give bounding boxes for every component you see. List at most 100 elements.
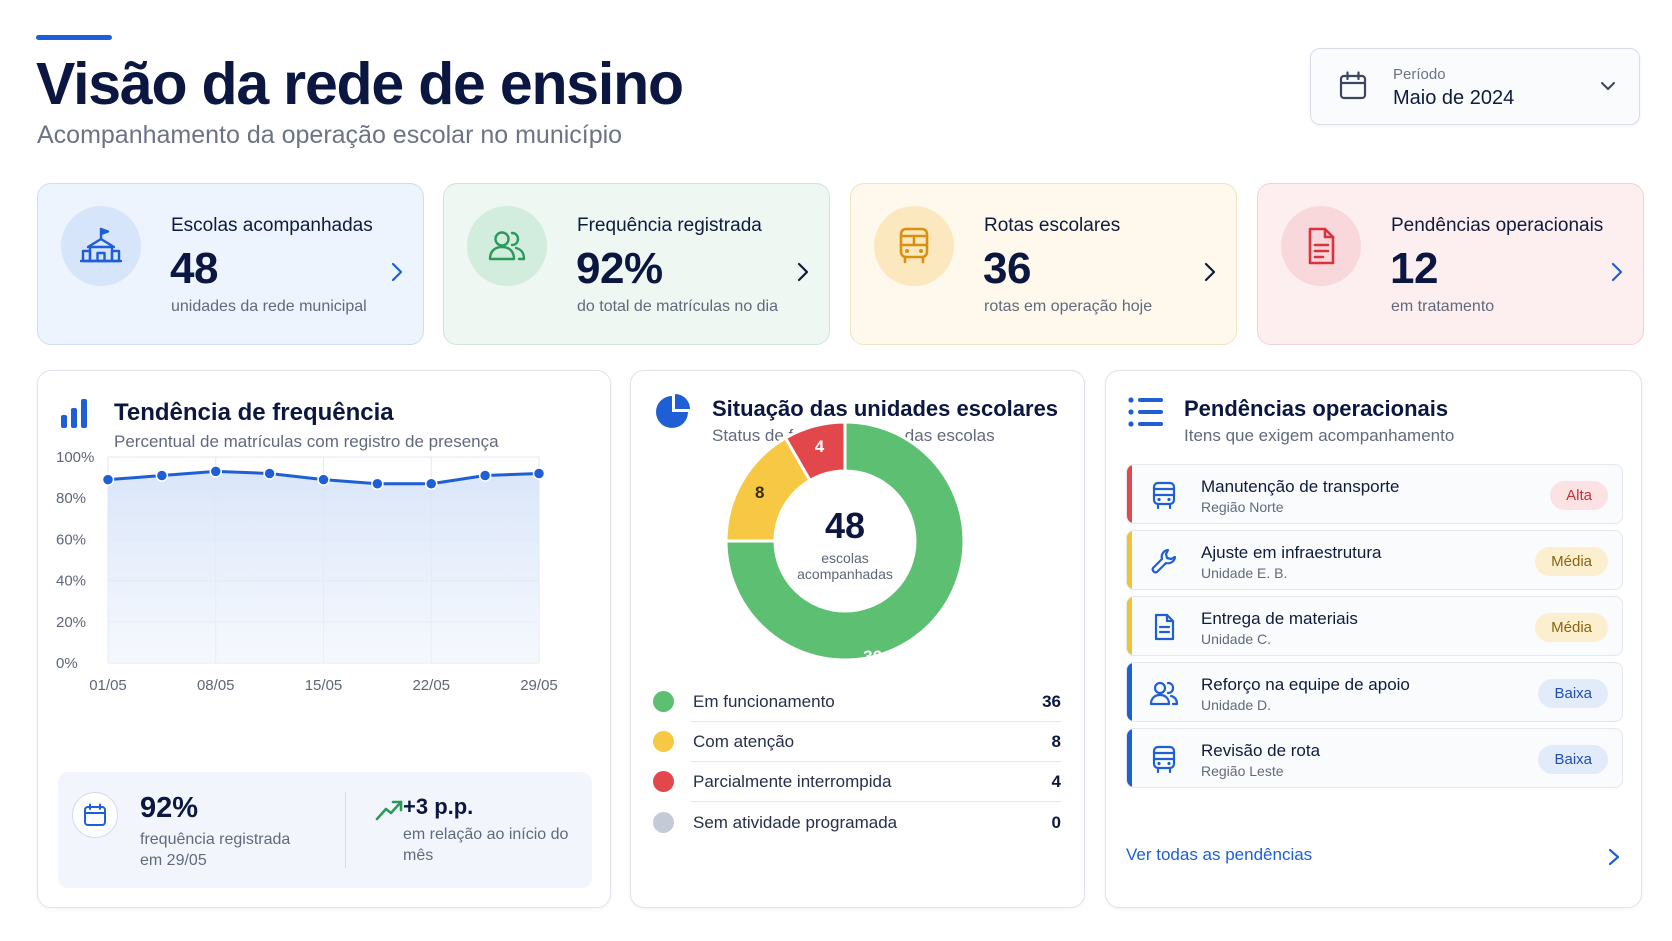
- card-subtitle: Itens que exigem acompanhamento: [1184, 426, 1455, 445]
- kpi-description: em tratamento: [1391, 298, 1495, 315]
- donut-slice: [724, 420, 966, 662]
- kpi-title: Pendências operacionais: [1391, 215, 1604, 236]
- pending-title: Ajuste em infraestrutura: [1201, 543, 1382, 562]
- attendance-line-chart: 0% 20% 40% 60% 80% 100% 01/05 08/05 15/05 22/05 29…: [56, 449, 558, 694]
- see-all-pending-link[interactable]: Ver todas as pendências: [1126, 845, 1313, 864]
- chevron-right-icon: [797, 262, 809, 282]
- card-title: Tendência de frequência: [114, 399, 394, 426]
- legend-value: 4: [1051, 772, 1061, 791]
- legend-row: Com atenção 8: [653, 721, 1061, 761]
- y-tick-label: 40%: [56, 573, 86, 590]
- x-tick-label: 01/05: [89, 677, 127, 694]
- legend-value: 8: [1051, 732, 1061, 751]
- pending-title: Manutenção de transporte: [1201, 477, 1400, 496]
- wrench-icon: [1151, 548, 1177, 574]
- pie-chart-icon: [656, 394, 690, 428]
- summary-divider: [345, 792, 346, 868]
- priority-badge: Média: [1535, 613, 1608, 642]
- kpi-value: 92%: [576, 244, 663, 293]
- donut-center-label: escolas: [821, 550, 868, 566]
- legend-value: 0: [1051, 813, 1061, 832]
- kpi-description: unidades da rede municipal: [171, 298, 367, 315]
- chevron-right-icon: [1204, 262, 1216, 282]
- summary-attendance-value: 92%: [140, 792, 199, 824]
- legend-row: Em funcionamento 36: [653, 681, 1061, 721]
- data-point: [532, 467, 546, 480]
- pending-item[interactable]: Revisão de rota Região Leste Baixa: [1126, 728, 1623, 788]
- x-tick-label: 15/05: [305, 677, 343, 694]
- kpi-icon-circle: [1281, 206, 1361, 286]
- series-area: [108, 471, 539, 663]
- legend-label: Em funcionamento: [693, 692, 835, 711]
- document-icon: [1154, 613, 1175, 641]
- pending-title: Entrega de materiais: [1201, 609, 1358, 628]
- priority-bar: [1127, 465, 1132, 523]
- legend-label: Com atenção: [693, 732, 795, 751]
- priority-badge: Alta: [1550, 481, 1608, 510]
- priority-bar: [1127, 597, 1132, 655]
- priority-badge: Média: [1535, 547, 1608, 576]
- bus-icon: [1152, 481, 1176, 510]
- summary-delta-value: +3 p.p.: [403, 794, 474, 819]
- kpi-title: Rotas escolares: [984, 215, 1121, 236]
- kpi-card-routes[interactable]: Rotas escolares 36 rotas em operação hoj…: [850, 183, 1237, 345]
- calendar-icon: [1339, 71, 1367, 100]
- x-tick-label: 29/05: [520, 677, 558, 694]
- list-icon: [1128, 397, 1163, 427]
- y-tick-label: 0%: [56, 655, 78, 672]
- bar-chart-icon: [61, 399, 87, 428]
- period-selector[interactable]: Período Maio de 2024: [1310, 48, 1640, 125]
- kpi-card-pending[interactable]: Pendências operacionais 12 em tratamento: [1257, 183, 1644, 345]
- pending-location: Unidade D.: [1201, 697, 1272, 713]
- pending-title: Reforço na equipe de apoio: [1201, 675, 1410, 694]
- kpi-card-attendance[interactable]: Frequência registrada 92% do total de ma…: [443, 183, 830, 345]
- y-tick-label: 100%: [56, 449, 94, 466]
- pending-title: Revisão de rota: [1201, 741, 1321, 760]
- donut-slice: [783, 420, 847, 483]
- legend-divider: [691, 721, 1061, 722]
- card-subtitle: Percentual de matrículas com registro de…: [114, 432, 499, 451]
- data-point: [209, 465, 222, 478]
- users-icon: [488, 231, 526, 261]
- pending-location: Unidade C.: [1201, 631, 1272, 647]
- kpi-value: 36: [983, 244, 1031, 293]
- legend-row: Sem atividade programada 0: [653, 802, 1061, 842]
- priority-bar: [1127, 729, 1132, 787]
- donut-center-value: 48: [825, 505, 865, 546]
- pending-item[interactable]: Entrega de materiais Unidade C. Média: [1126, 596, 1623, 656]
- pending-item[interactable]: Reforço na equipe de apoio Unidade D. Ba…: [1126, 662, 1623, 722]
- kpi-description: do total de matrículas no dia: [577, 298, 779, 315]
- pending-location: Unidade E. B.: [1201, 565, 1288, 581]
- bus-icon: [899, 227, 929, 264]
- trend-summary: 92% frequência registrada em 29/05 +3 p.…: [58, 772, 592, 888]
- period-value: Maio de 2024: [1393, 87, 1515, 109]
- chevron-right-icon[interactable]: [1607, 847, 1621, 867]
- legend-dot: [653, 691, 674, 712]
- bus-icon: [1152, 745, 1176, 774]
- chevron-right-icon: [1611, 262, 1623, 282]
- data-point: [478, 469, 492, 482]
- slice-label: 8: [755, 483, 764, 502]
- period-label: Período: [1393, 66, 1446, 83]
- page-title: Visão da rede de ensino: [36, 51, 684, 117]
- pending-item[interactable]: Manutenção de transporte Região Norte Al…: [1126, 464, 1623, 524]
- pending-item[interactable]: Ajuste em infraestrutura Unidade E. B. M…: [1126, 530, 1623, 590]
- school-icon: [80, 227, 122, 263]
- kpi-value: 48: [170, 244, 218, 293]
- card-title: Pendências operacionais: [1184, 396, 1449, 421]
- pending-items-card: Pendências operacionais Itens que exigem…: [1105, 370, 1642, 908]
- kpi-card-schools[interactable]: Escolas acompanhadas 48 unidades da rede…: [37, 183, 424, 345]
- data-point: [263, 467, 276, 480]
- legend-dot: [653, 812, 674, 833]
- pending-location: Região Norte: [1201, 499, 1284, 515]
- legend-label: Sem atividade programada: [693, 813, 898, 832]
- school-status-card: Situação das unidades escolares Status d…: [630, 370, 1085, 908]
- legend-divider: [691, 761, 1061, 762]
- data-point: [155, 469, 169, 482]
- kpi-icon-circle: [61, 206, 141, 286]
- summary-calendar-circle: [72, 792, 118, 838]
- donut-center-label: acompanhadas: [797, 566, 893, 582]
- page-subtitle: Acompanhamento da operação escolar no mu…: [37, 121, 623, 149]
- data-point: [317, 473, 330, 486]
